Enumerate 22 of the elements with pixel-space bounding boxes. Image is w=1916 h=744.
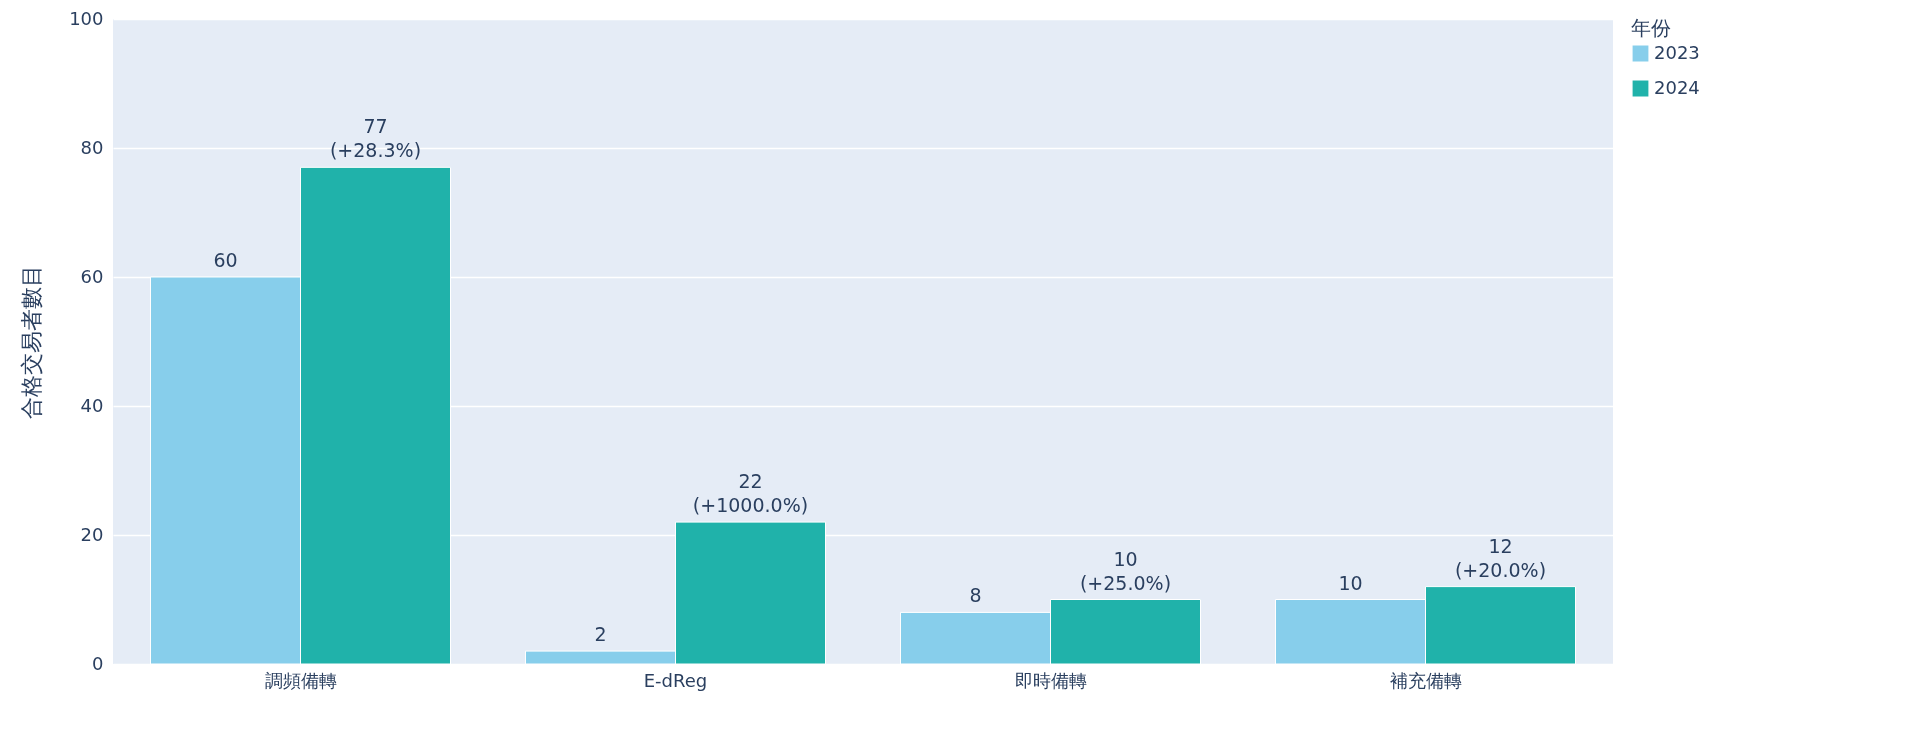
legend-title: 年份 (1631, 16, 1671, 40)
data-label: 2 (594, 623, 607, 646)
data-label: 8 (969, 584, 982, 607)
text: 77 (+28.3%) (329, 115, 422, 162)
text: 10 (+25.0%) (1079, 547, 1172, 594)
legend-label: 2024 (1654, 76, 1700, 98)
x-tick-label: E-dReg (643, 669, 708, 691)
data-label: 60 (213, 249, 238, 271)
x-tick-label: 即時備轉 (1014, 669, 1087, 691)
y-tick-label: 100 (69, 7, 104, 29)
text: 22 (+1000.0%) (692, 470, 809, 517)
y-tick-label: 0 (92, 652, 104, 674)
y-tick-label: 60 (80, 265, 104, 287)
y-tick-label: 80 (80, 136, 104, 158)
legend-label: 2023 (1654, 41, 1700, 63)
data-label: 10 (1338, 571, 1363, 594)
text: 12 (+20.0%) (1454, 534, 1547, 581)
y-tick-label: 20 (80, 523, 104, 545)
y-tick-label: 40 (80, 394, 104, 416)
x-tick-label: 調頻備轉 (264, 669, 337, 691)
x-tick-label: 補充備轉 (1389, 669, 1462, 691)
y-axis-title: 合格交易者數目 (19, 265, 45, 419)
